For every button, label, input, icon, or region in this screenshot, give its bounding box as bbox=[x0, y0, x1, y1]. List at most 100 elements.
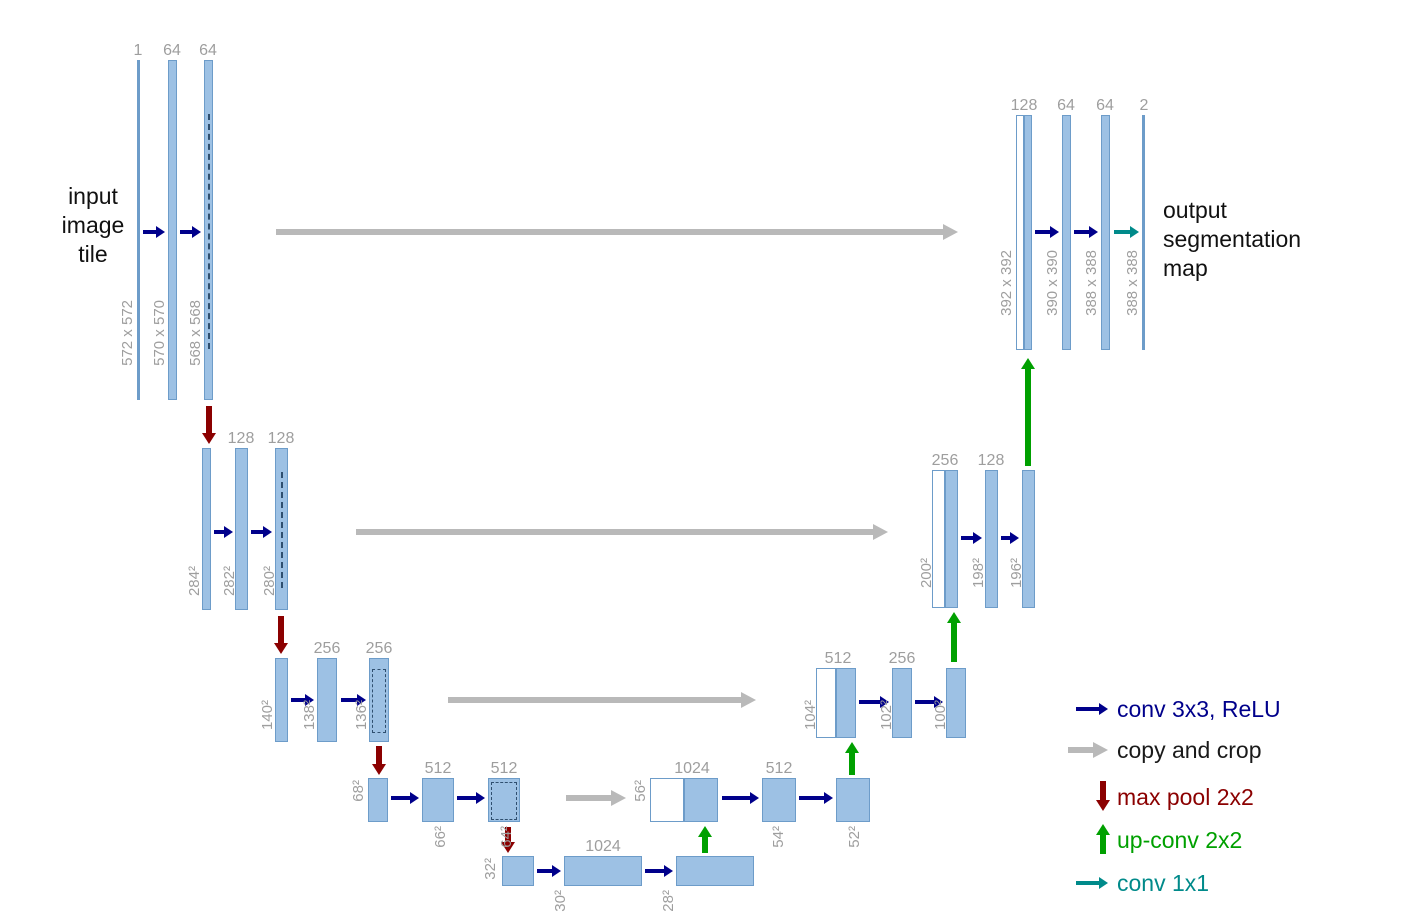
arrow-head bbox=[973, 532, 982, 544]
conv-3x3-relu-arrow bbox=[457, 792, 485, 804]
output-segmentation-map-caption-line: segmentation bbox=[1163, 226, 1302, 252]
size-label: 572 x 572 bbox=[119, 300, 136, 366]
channel-count-label: 2 bbox=[1139, 97, 1149, 114]
size-label: 138² bbox=[301, 700, 318, 731]
feature-map-bottleneck-conv2 bbox=[676, 856, 754, 886]
arrow-head bbox=[371, 764, 386, 775]
arrow-head bbox=[1095, 800, 1110, 811]
output-segmentation-map-caption-line: map bbox=[1163, 255, 1208, 281]
feature-map-dec4-conv2 bbox=[836, 778, 870, 822]
channel-count-label: 512 bbox=[490, 760, 518, 777]
legend-label-upconv: up-conv 2x2 bbox=[1117, 827, 1243, 853]
arrow-shaft bbox=[1100, 781, 1106, 801]
feature-map-enc2-conv2 bbox=[275, 448, 288, 610]
size-label: 136² bbox=[353, 700, 370, 731]
channel-count-label: 256 bbox=[888, 650, 916, 667]
size-label: 390 x 390 bbox=[1044, 250, 1061, 316]
arrow-head bbox=[273, 643, 288, 654]
arrow-head bbox=[1099, 703, 1108, 715]
feature-map-dec2-conv1 bbox=[985, 470, 998, 608]
input-image-tile-caption-line: tile bbox=[78, 241, 108, 267]
feature-map-dec1-conv1 bbox=[1062, 115, 1071, 350]
arrow-shaft bbox=[1114, 230, 1131, 234]
feature-map-dec3-conv1 bbox=[892, 668, 912, 738]
arrow-head bbox=[611, 790, 626, 806]
size-label: 388 x 388 bbox=[1124, 250, 1141, 316]
channel-count-label: 128 bbox=[977, 452, 1005, 469]
conv-1x1-arrow bbox=[1076, 877, 1108, 889]
channel-count-label: 128 bbox=[227, 430, 255, 447]
channel-count-label: 128 bbox=[1010, 97, 1038, 114]
arrow-head bbox=[824, 792, 833, 804]
arrow-shaft bbox=[391, 796, 411, 800]
conv-3x3-relu-arrow bbox=[961, 532, 982, 544]
channel-count-label: 512 bbox=[824, 650, 852, 667]
size-label: 28² bbox=[660, 890, 677, 912]
conv-3x3-relu-arrow bbox=[915, 696, 943, 708]
arrow-shaft bbox=[376, 746, 382, 765]
arrow-head bbox=[156, 226, 165, 238]
feature-map-output-map bbox=[1142, 115, 1145, 350]
feature-map-dec1-conv2 bbox=[1101, 115, 1110, 350]
size-label: 68² bbox=[350, 780, 367, 802]
channel-count-label: 128 bbox=[267, 430, 295, 447]
feature-map-dec4-copy bbox=[650, 778, 684, 822]
size-label: 568 x 568 bbox=[187, 300, 204, 366]
conv-3x3-relu-arrow bbox=[799, 792, 833, 804]
arrow-shaft bbox=[1076, 707, 1100, 711]
arrow-head bbox=[934, 696, 943, 708]
arrow-shaft bbox=[799, 796, 825, 800]
arrow-shaft bbox=[278, 616, 284, 644]
arrow-head bbox=[1089, 226, 1098, 238]
feature-map-enc1-conv2 bbox=[204, 60, 213, 400]
input-image-tile-caption: input image tile bbox=[47, 182, 139, 269]
arrow-shaft bbox=[143, 230, 157, 234]
arrow-head bbox=[1095, 824, 1110, 835]
arrow-head bbox=[410, 792, 419, 804]
input-image-tile-caption-line: image bbox=[61, 212, 125, 238]
feature-map-enc2-conv1 bbox=[235, 448, 248, 610]
feature-map-dec4-conv1 bbox=[762, 778, 796, 822]
channel-count-label: 64 bbox=[1096, 97, 1114, 114]
output-segmentation-map-caption-line: output bbox=[1163, 197, 1227, 223]
arrow-shaft bbox=[1068, 747, 1094, 753]
size-label: 32² bbox=[482, 858, 499, 880]
arrow-head bbox=[943, 224, 958, 240]
input-image-tile-caption-line: input bbox=[68, 183, 118, 209]
size-label: 388 x 388 bbox=[1083, 250, 1100, 316]
conv-3x3-relu-arrow bbox=[645, 865, 673, 877]
arrow-head bbox=[750, 792, 759, 804]
arrow-shaft bbox=[702, 836, 708, 853]
arrow-head bbox=[357, 694, 366, 706]
channel-count-label: 512 bbox=[765, 760, 793, 777]
copy-and-crop-arrow bbox=[356, 524, 888, 540]
size-label: 200² bbox=[918, 558, 935, 589]
up-conv-arrow bbox=[697, 826, 713, 853]
arrow-shaft bbox=[356, 529, 874, 535]
channel-count-label: 256 bbox=[365, 640, 393, 657]
feature-map-enc3-conv2 bbox=[369, 658, 389, 742]
feature-map-dec3-copy bbox=[816, 668, 836, 738]
channel-count-label: 64 bbox=[199, 42, 217, 59]
size-label: 392 x 392 bbox=[998, 250, 1015, 316]
arrow-head bbox=[664, 865, 673, 877]
max-pool-arrow bbox=[371, 746, 387, 775]
channel-count-label: 1024 bbox=[585, 838, 621, 855]
conv-3x3-relu-arrow bbox=[859, 696, 889, 708]
copy-and-crop-arrow bbox=[276, 224, 958, 240]
arrow-shaft bbox=[859, 700, 881, 704]
arrow-shaft bbox=[291, 698, 306, 702]
legend-label-copy: copy and crop bbox=[1117, 737, 1262, 763]
arrow-head bbox=[741, 692, 756, 708]
conv-3x3-relu-arrow bbox=[180, 226, 201, 238]
legend-label-conv1x1: conv 1x1 bbox=[1117, 870, 1210, 896]
conv-3x3-relu-arrow bbox=[251, 526, 272, 538]
arrow-shaft bbox=[448, 697, 742, 703]
conv-3x3-relu-arrow bbox=[1035, 226, 1059, 238]
conv-3x3-relu-arrow bbox=[1076, 703, 1108, 715]
feature-map-enc1-input bbox=[137, 60, 140, 400]
arrow-head bbox=[224, 526, 233, 538]
arrow-shaft bbox=[251, 530, 264, 534]
arrow-head bbox=[946, 612, 961, 623]
